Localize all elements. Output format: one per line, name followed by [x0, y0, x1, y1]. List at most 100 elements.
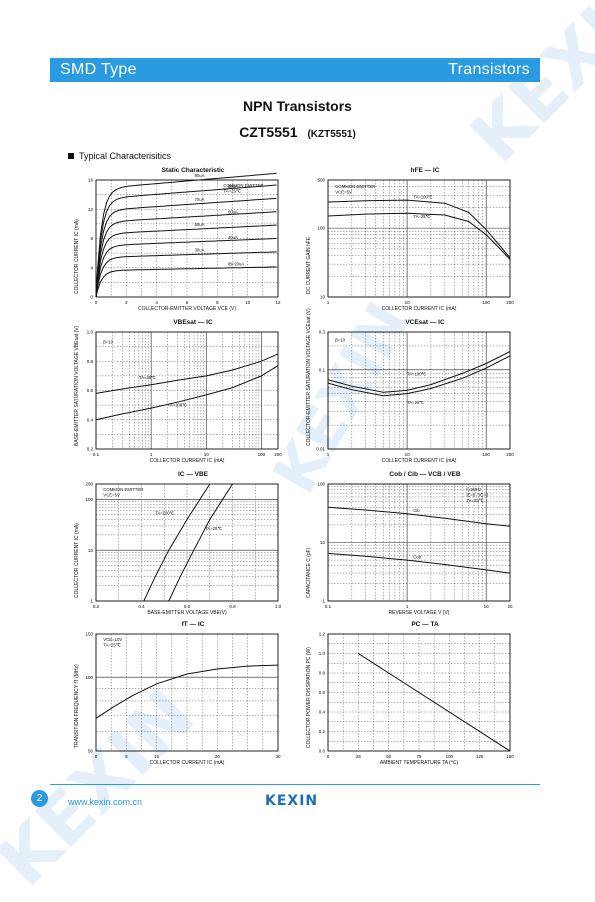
- series-label: 70uA: [195, 197, 205, 202]
- chart-svg: 0.1 1 10 100 200 0.2 0.4 0.6 0.8 1.0 TA=25℃ TA=100℃…: [87, 330, 283, 457]
- series-label: TA=25℃: [139, 375, 156, 380]
- plot-frame: [327, 633, 511, 752]
- x-tick-label: 10: [484, 604, 490, 609]
- y-tick-label: 50: [88, 749, 94, 754]
- series-label: 60uA: [228, 210, 238, 215]
- x-tick-label: 25: [356, 754, 362, 759]
- chart-hfe-ic: 1 10 100 200 10 100 500 TA=100℃ TA=25℃ COMMON EMI…: [300, 167, 550, 320]
- chart-ft-ic: 0 5 10 20 30 50 100 150 VCE=10V TA=25℃ fT — IC COLL…: [68, 621, 318, 774]
- x-tick-label: 0.6: [184, 604, 191, 609]
- series-label: Cib: [413, 508, 420, 513]
- y-axis-label: COLLECTOR CURRENT IC (mA): [74, 218, 80, 294]
- series-label: TA=100℃: [168, 403, 187, 408]
- chart-title: hFE — IC: [410, 167, 440, 174]
- y-tick-label: 1: [322, 599, 325, 604]
- series-line: [95, 266, 277, 298]
- annotation-text: VCE=5V: [103, 493, 120, 498]
- series-line: [95, 365, 279, 421]
- x-axis-label: COLLECTOR CURRENT IC (mA): [149, 760, 225, 766]
- x-tick-label: 2: [125, 300, 128, 305]
- annotation-text: COMMON EMITTER: [223, 183, 263, 188]
- y-axis-label: DC CURRENT GAIN hFE: [306, 236, 312, 294]
- chart-svg: 0.2 0.4 0.6 0.8 1.0 1 10 100 200 TA=100℃ TA=25℃ COM…: [85, 482, 281, 609]
- annotation-text: f=1MHz: [466, 487, 481, 492]
- x-tick-label: 100: [482, 452, 490, 457]
- x-tick-label: 125: [476, 754, 484, 759]
- series-line: [95, 238, 277, 298]
- y-tick-label: 0.6: [87, 388, 94, 393]
- chart-svg: 1 10 100 200 0.01 0.1 0.3 TA=100℃ TA=25℃ β=10: [316, 330, 514, 457]
- chart-pc-ta: 0 25 50 75 100 125 150 0.0 0.2 0.4 0.6 0.8 1.0 1.2 PC …: [300, 621, 550, 774]
- plot-frame: [95, 483, 279, 602]
- page-number: 2: [31, 790, 48, 807]
- bullet-square-icon: [68, 153, 74, 159]
- x-tick-label: 10: [405, 300, 411, 305]
- x-tick-label: 200: [506, 452, 514, 457]
- y-tick-label: 100: [317, 226, 325, 231]
- y-tick-label: 1.0: [87, 330, 94, 335]
- y-tick-label: 16: [88, 178, 94, 183]
- annotation-text: IE=0 / IC=0: [466, 493, 488, 498]
- x-tick-label: 6: [186, 300, 189, 305]
- chart-title: fT — IC: [181, 621, 205, 628]
- series-line: [327, 351, 511, 393]
- y-tick-label: 200: [85, 482, 93, 487]
- x-axis-label: REVERSE VOLTAGE V (V): [388, 610, 450, 616]
- x-axis-label: COLLECTOR CURRENT IC (mA): [381, 458, 457, 464]
- y-tick-label: 0.8: [319, 671, 326, 676]
- y-tick-label: 0.8: [87, 359, 94, 364]
- series-label: 50uA: [195, 222, 205, 227]
- x-tick-label: 8: [216, 300, 219, 305]
- series-line: [95, 224, 277, 298]
- part-alt: (KZT5551): [307, 129, 356, 140]
- x-axis-label: COLLECTOR-EMITTER VOLTAGE VCE (V): [137, 306, 237, 312]
- y-tick-label: 8: [90, 236, 93, 241]
- page-title: NPN Transistors: [243, 98, 352, 114]
- x-tick-label: 0.4: [138, 604, 145, 609]
- header-right: Transistors: [448, 61, 530, 78]
- watermark-top: KEXIN: [455, 0, 595, 178]
- x-axis-label: COLLECTOR CURRENT IC (mA): [381, 306, 457, 312]
- annotation-text: COMMON EMITTER: [103, 487, 143, 492]
- series-label: 40uA: [228, 235, 238, 240]
- part-number: CZT5551 (KZT5551): [0, 124, 595, 140]
- x-tick-label: 0: [95, 754, 98, 759]
- series-label: 80uA: [228, 184, 238, 189]
- x-tick-label: 12: [275, 300, 281, 305]
- series-line: [327, 506, 511, 527]
- series-line: [327, 355, 511, 397]
- x-tick-label: 0: [327, 754, 330, 759]
- y-tick-label: 0.0: [319, 749, 326, 754]
- series-line: [143, 483, 211, 602]
- chart-title: Cob / Cib — VCB / VEB: [389, 471, 461, 478]
- x-tick-label: 50: [386, 754, 392, 759]
- y-axis-label: TRANSITION FREQUENCY fT (MHz): [74, 663, 80, 748]
- series-line: [95, 353, 279, 394]
- chart-title: PC — TA: [411, 621, 439, 628]
- x-tick-label: 1: [406, 604, 409, 609]
- series-label: TA=100℃: [407, 371, 426, 376]
- series-label: TA=100℃: [413, 194, 432, 199]
- plot-frame: [95, 331, 279, 450]
- series-line: [327, 199, 511, 259]
- x-tick-label: 10: [405, 452, 411, 457]
- x-axis-label: COLLECTOR CURRENT IC (mA): [149, 458, 225, 464]
- x-tick-label: 20: [507, 604, 513, 609]
- chart-vcesat-ic: 1 10 100 200 0.01 0.1 0.3 TA=100℃ TA=25℃ β=10 VCEs…: [300, 308, 550, 472]
- x-tick-label: 10: [154, 754, 160, 759]
- footer-url[interactable]: www.kexin.com.cn: [68, 797, 143, 807]
- x-tick-label: 5: [125, 754, 128, 759]
- y-axis-label: CAPACITANCE C (pF): [306, 547, 312, 598]
- x-tick-label: 150: [506, 754, 514, 759]
- section-heading: Typical Characterisitics: [68, 151, 171, 161]
- chart-title: IC — VBE: [178, 471, 208, 478]
- x-axis-label: BASE-EMITTER VOLTAGE VBE(V): [147, 610, 227, 616]
- series-line: [95, 184, 277, 298]
- x-tick-label: 200: [506, 300, 514, 305]
- y-tick-label: 500: [317, 178, 325, 183]
- y-tick-label: 10: [320, 540, 326, 545]
- series-line: [358, 653, 511, 752]
- series-label: Cob: [413, 555, 421, 560]
